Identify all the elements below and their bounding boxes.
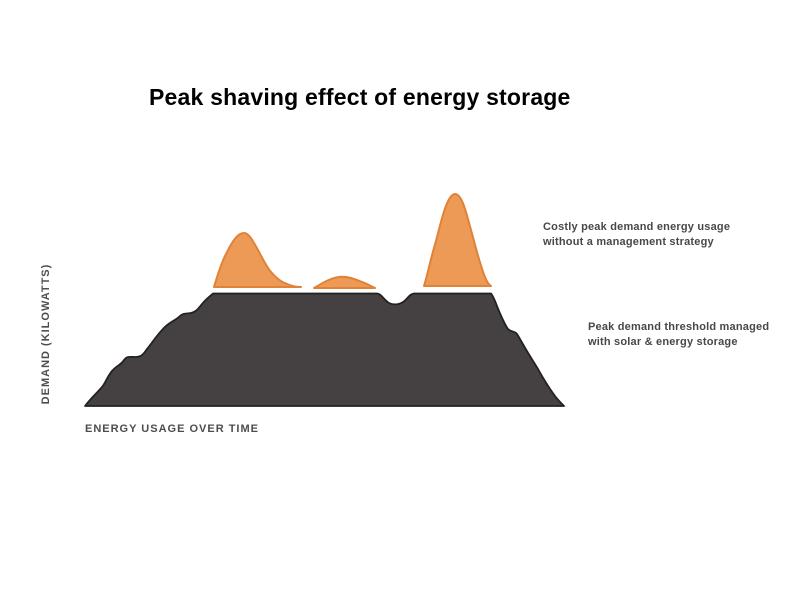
unmanaged-peak-area-middle [313,275,376,289]
y-axis-label: DEMAND (KILOWATTS) [40,263,52,405]
unmanaged-peak-area-right [423,193,492,287]
chart-title: Peak shaving effect of energy storage [149,84,571,110]
unmanaged-peak-area-left [213,232,302,288]
annotation-costly-peak-demand: Costly peak demand energy usage without … [543,220,730,250]
annotation-managed-threshold: Peak demand threshold managed with solar… [588,320,769,350]
annotation-line: with solar & energy storage [588,336,738,348]
x-axis-label: ENERGY USAGE OVER TIME [85,423,259,435]
managed-demand-area [84,292,565,407]
annotation-line: Costly peak demand energy usage [543,221,731,233]
annotation-line: Peak demand threshold managed [588,321,770,333]
annotation-line: without a management strategy [543,236,714,248]
